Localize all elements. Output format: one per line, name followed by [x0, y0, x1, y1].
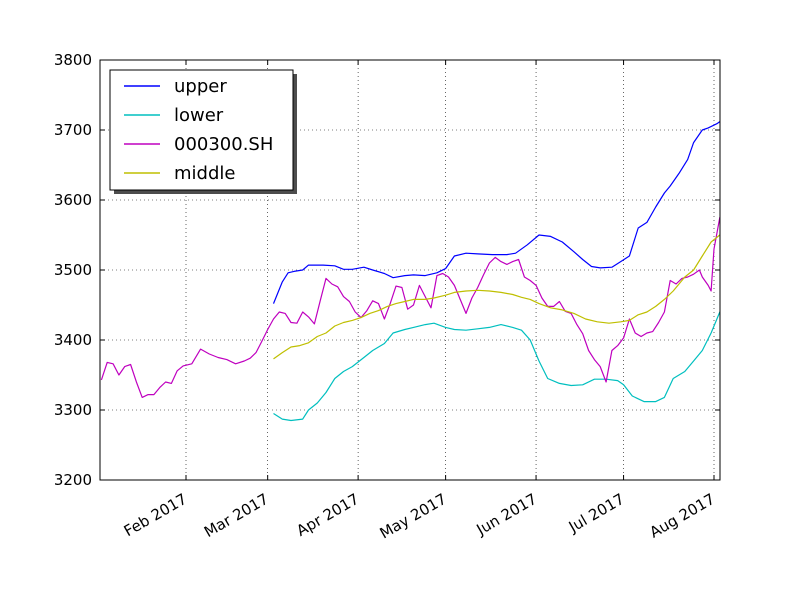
y-tick-label: 3500	[54, 261, 92, 279]
y-tick-label: 3700	[54, 121, 92, 139]
y-tick-label: 3400	[54, 331, 92, 349]
y-tick-label: 3600	[54, 191, 92, 209]
legend: upper lower 000300.SH middle	[109, 69, 297, 194]
grid	[100, 60, 720, 480]
y-tick-label: 3300	[54, 401, 92, 419]
legend-label: middle	[174, 163, 235, 184]
legend-label: upper	[174, 76, 227, 97]
legend-box	[109, 69, 294, 191]
series-line-upper	[272, 120, 720, 304]
y-tick-label: 3800	[54, 51, 92, 69]
series-line-middle	[273, 233, 720, 360]
y-tick-label: 3200	[54, 471, 92, 489]
legend-label: lower	[174, 105, 224, 126]
legend-label: 000300.SH	[174, 134, 273, 155]
